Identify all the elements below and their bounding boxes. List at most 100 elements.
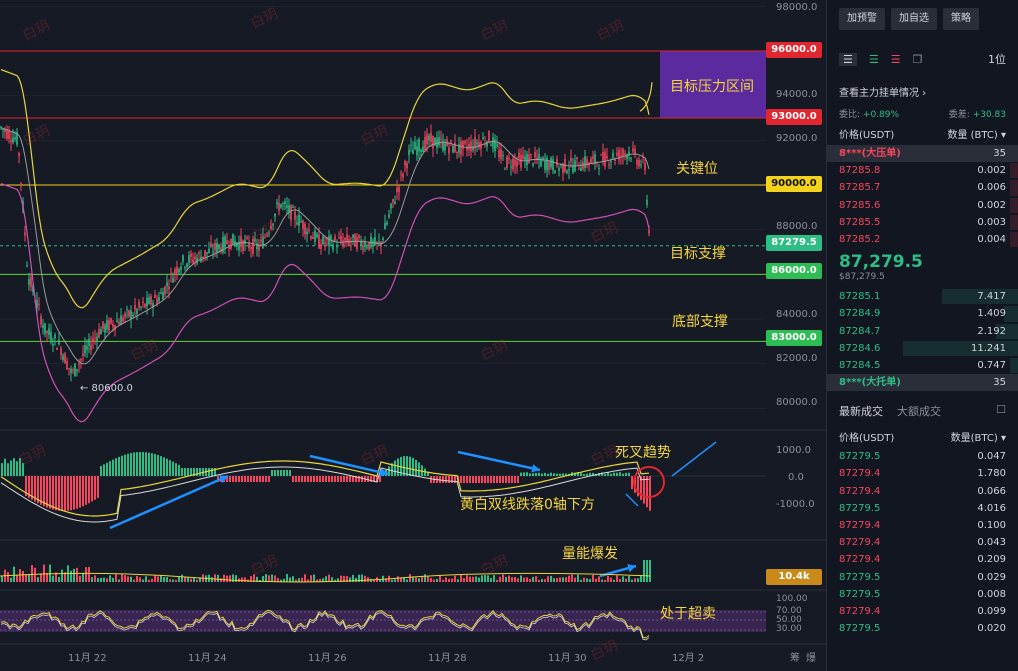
candle-body [228, 247, 230, 249]
volume-bar [313, 574, 315, 582]
candle-body [270, 225, 272, 230]
macd-histogram-bar [502, 476, 504, 483]
order-price: 87284.5 [839, 359, 881, 371]
arrow-macd-1-head [219, 475, 228, 484]
volume-bar [121, 574, 123, 582]
bid-row[interactable]: 87284.7 2.192 [827, 323, 1018, 340]
macd-histogram-bar [643, 476, 645, 504]
volume-bar [88, 566, 90, 582]
macd-histogram-bar [577, 472, 579, 476]
volume-bar [439, 575, 441, 582]
candle-body [250, 247, 252, 250]
volume-bar [286, 574, 288, 582]
candle-body [522, 154, 524, 159]
bids-only-view-icon[interactable]: ☰ [868, 52, 879, 66]
chart-area[interactable]: 98000.0 94000.0 92000.0 88000.0 84000.0 … [0, 0, 826, 671]
macd-axis-label: -1000.0 [776, 499, 815, 510]
candle-body [382, 238, 384, 241]
candle-body [368, 241, 370, 250]
ask-row[interactable]: 87285.6 0.002 [827, 197, 1018, 214]
macd-histogram-bar [178, 464, 180, 476]
tab-big-trades[interactable]: 大额成交 [897, 405, 941, 419]
candle-body [184, 267, 186, 269]
order-qty: 1.409 [977, 308, 1006, 320]
volume-bar [199, 577, 201, 582]
asks-only-view-icon[interactable]: ☰ [890, 52, 901, 66]
tab-latest-trades[interactable]: 最新成交 [839, 405, 883, 419]
trade-price: 87279.4 [839, 554, 881, 566]
volume-bar [574, 577, 576, 582]
volume-bar [412, 576, 414, 582]
ratio-value: +0.89% [862, 110, 900, 120]
candle-body [114, 324, 116, 330]
major-orders-link[interactable]: 查看主力挂单情况 › [839, 88, 927, 99]
candle-body [148, 297, 150, 305]
candle-body [430, 132, 432, 142]
big-ask-row[interactable]: 8***(大压单) 35 [827, 145, 1018, 163]
candle-body [284, 201, 286, 204]
interval-select[interactable]: 1位 [988, 53, 1006, 66]
trade-row: 87279.4 1.780 [827, 465, 1018, 482]
axis-label: 88000.0 [776, 221, 818, 232]
candle-body [42, 325, 44, 329]
candle-body [586, 159, 588, 166]
volume-bar [463, 578, 465, 582]
bid-row[interactable]: 87284.9 1.409 [827, 305, 1018, 322]
trade-row: 87279.4 0.043 [827, 534, 1018, 551]
big-bid-row[interactable]: 8***(大托单) 35 [827, 374, 1018, 392]
ask-row[interactable]: 87285.5 0.003 [827, 214, 1018, 231]
volume-bar [145, 576, 147, 582]
candle-body [50, 331, 52, 343]
col-qty-dropdown[interactable]: 数量 (BTC) ▾ [947, 130, 1006, 141]
bid-row[interactable]: 87285.1 7.417 [827, 288, 1018, 305]
candle-body [516, 160, 518, 167]
volume-bar [535, 576, 537, 582]
diff-label: 委差: [948, 110, 970, 120]
volume-bar [61, 569, 63, 582]
macd-histogram-bar [532, 473, 534, 476]
bid-row[interactable]: 87284.5 0.747 [827, 357, 1018, 374]
add-alert-button[interactable]: 加预警 [839, 8, 885, 30]
checkbox-icon[interactable]: ☐ [996, 403, 1006, 417]
tr-col-qty-dropdown[interactable]: 数量(BTC) ▾ [950, 433, 1006, 445]
corner-label: 爆 [806, 653, 816, 664]
macd-histogram-bar [607, 472, 609, 476]
volume-bar [328, 574, 330, 582]
candle-body [344, 238, 346, 241]
macd-histogram-bar [79, 476, 81, 508]
ask-row[interactable]: 87285.2 0.004 [827, 231, 1018, 248]
arrow-macd-2-head [379, 468, 388, 477]
arrow-macd-2 [309, 454, 389, 476]
volume-bar [502, 574, 504, 582]
macd-histogram-bar [88, 476, 90, 504]
rsi-axis-label: 30.00 [776, 624, 802, 634]
candle-body [182, 255, 184, 262]
macd-histogram-bar [49, 476, 51, 509]
candle-body [598, 167, 600, 169]
price-chart-canvas[interactable] [0, 0, 826, 671]
both-sides-view-icon[interactable]: ☰ [839, 52, 857, 66]
price-tag-93000: 93000.0 [766, 109, 822, 125]
volume-bar [610, 577, 612, 582]
volume-bar [187, 577, 189, 582]
volume-bar [115, 574, 117, 582]
macd-histogram-bar [217, 476, 219, 482]
add-watchlist-button[interactable]: 加自选 [891, 8, 937, 30]
volume-bar [643, 560, 645, 582]
macd-histogram-bar [274, 470, 276, 476]
volume-bar [583, 577, 585, 582]
macd-histogram-bar [181, 468, 183, 476]
candle-body [254, 238, 256, 242]
volume-bar [319, 578, 321, 582]
candle-body [302, 220, 304, 230]
strategy-button[interactable]: 策略 [943, 8, 979, 30]
copy-icon[interactable]: ❐ [912, 52, 923, 66]
ask-row[interactable]: 87285.8 0.002 [827, 162, 1018, 179]
candle-body [474, 137, 476, 149]
trade-price: 87279.4 [839, 520, 881, 531]
macd-histogram-bar [331, 476, 333, 482]
volume-bar [73, 568, 75, 582]
ask-row[interactable]: 87285.7 0.006 [827, 179, 1018, 196]
macd-histogram-bar [388, 466, 390, 476]
bid-row[interactable]: 87284.6 11.241 [827, 340, 1018, 357]
